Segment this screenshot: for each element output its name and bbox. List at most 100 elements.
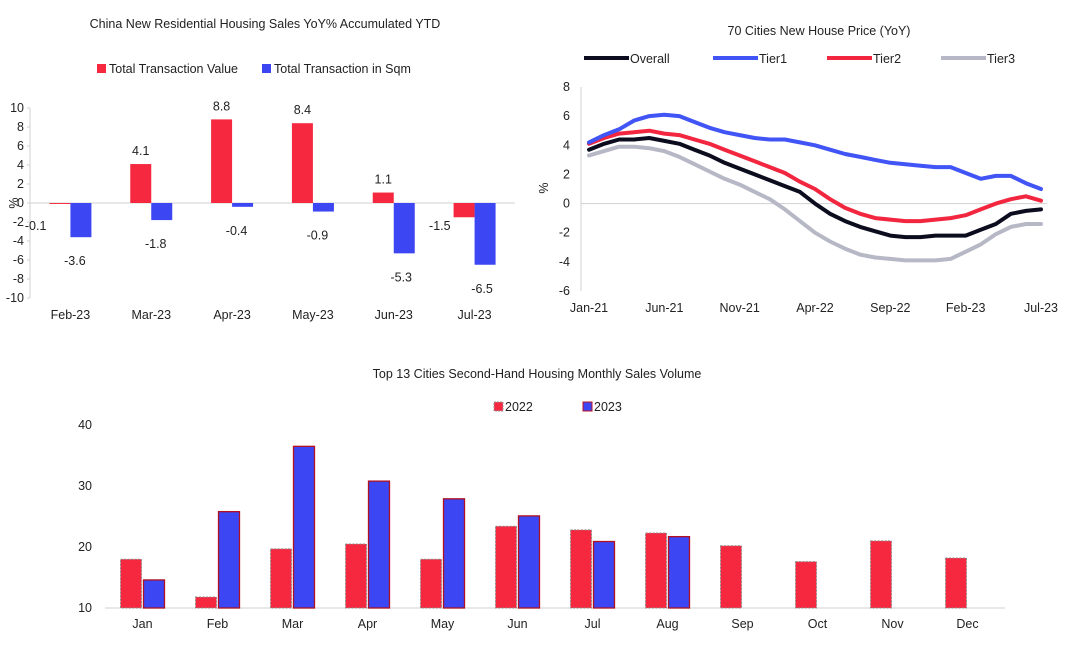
x-tick-label: Jun-21: [645, 301, 683, 315]
data-label: -1.8: [145, 237, 167, 251]
legend-label-overall: Overall: [630, 52, 670, 66]
x-tick-label: Apr-22: [796, 301, 834, 315]
data-label: 8.8: [213, 99, 230, 113]
x-tick-label: Apr-23: [213, 308, 251, 322]
y-tick-label: 4: [17, 158, 24, 172]
chart-title: China New Residential Housing Sales YoY%…: [90, 17, 441, 31]
bar-2022: [795, 561, 817, 609]
bar-2022: [945, 557, 967, 609]
x-tick-label: Aug: [656, 617, 678, 631]
y-tick-label: 10: [10, 101, 24, 115]
series-line-overall: [587, 136, 1043, 240]
bar-2022: [570, 529, 592, 609]
data-label: 1.1: [375, 173, 392, 187]
x-tick-label: Jul-23: [1024, 301, 1058, 315]
legend-swatch-2: [262, 64, 271, 73]
legend-label-2022: 2022: [505, 400, 533, 414]
x-tick-label: May-23: [292, 308, 334, 322]
bar-red: [453, 203, 475, 218]
data-label: -3.6: [64, 254, 86, 268]
bar-2022: [720, 545, 742, 609]
y-tick-label: -4: [13, 234, 24, 248]
bar-2023: [142, 579, 166, 609]
y-tick-label: 6: [563, 109, 570, 123]
y-axis-label: %: [7, 197, 21, 208]
bar-2023: [292, 445, 316, 609]
x-tick-label: Jul: [585, 617, 601, 631]
data-label: 8.4: [294, 103, 311, 117]
y-tick-label: 30: [78, 479, 92, 493]
legend-swatch-2023: [582, 401, 593, 412]
legend-label-1: Total Transaction Value: [109, 62, 238, 76]
legend-label-tier3: Tier3: [987, 52, 1015, 66]
y-tick-label: -10: [6, 291, 24, 305]
bar-2022: [120, 558, 142, 609]
legend-label-tier2: Tier2: [873, 52, 901, 66]
chart-title: 70 Cities New House Price (YoY): [728, 24, 911, 38]
y-tick-label: -2: [559, 226, 570, 240]
chart-title: Top 13 Cities Second-Hand Housing Monthl…: [373, 367, 702, 381]
second-hand-sales-volume-chart: Top 13 Cities Second-Hand Housing Monthl…: [78, 367, 1005, 631]
y-tick-label: 0: [563, 197, 570, 211]
bar-red: [211, 119, 233, 203]
y-tick-label: 0: [17, 196, 24, 210]
series-line-tier3: [587, 144, 1043, 263]
bar-red: [372, 192, 394, 203]
x-tick-label: Mar: [282, 617, 304, 631]
x-tick-label: Mar-23: [131, 308, 171, 322]
x-tick-label: May: [431, 617, 455, 631]
bar-blue: [312, 203, 334, 212]
data-label: -1.5: [429, 219, 451, 233]
data-label: -0.1: [25, 219, 47, 233]
series-line-tier1: [587, 112, 1043, 191]
x-tick-label: Nov-21: [720, 301, 760, 315]
y-tick-label: 2: [17, 177, 24, 191]
series-line-tier2: [587, 128, 1043, 224]
data-label: -0.9: [307, 229, 329, 243]
bar-2022: [645, 532, 667, 609]
x-tick-label: Sep-22: [870, 301, 910, 315]
legend-swatch-1: [97, 64, 106, 73]
y-tick-label: 40: [78, 418, 92, 432]
legend-label-2: Total Transaction in Sqm: [274, 62, 411, 76]
new-house-price-chart: 70 Cities New House Price (YoY) Overall Ti…: [537, 24, 1058, 315]
x-tick-label: Feb: [207, 617, 229, 631]
legend-label-tier1: Tier1: [759, 52, 787, 66]
y-tick-label: 8: [17, 120, 24, 134]
bar-blue: [70, 203, 92, 238]
x-tick-label: Sep: [731, 617, 753, 631]
x-tick-label: Jul-23: [458, 308, 492, 322]
bar-blue: [393, 203, 415, 254]
y-tick-label: 8: [563, 80, 570, 94]
y-tick-label: 2: [563, 167, 570, 181]
bar-2023: [217, 510, 241, 609]
legend-label-2023: 2023: [594, 400, 622, 414]
housing-sales-yoy-chart: China New Residential Housing Sales YoY%…: [6, 17, 515, 322]
y-tick-label: 6: [17, 139, 24, 153]
bar-blue: [474, 203, 496, 265]
x-tick-label: Oct: [808, 617, 828, 631]
legend-swatch-2022: [493, 401, 504, 412]
y-tick-label: 20: [78, 540, 92, 554]
bar-2023: [667, 535, 691, 609]
y-tick-label: -2: [13, 215, 24, 229]
bar-2022: [495, 525, 517, 609]
data-label: -6.5: [471, 282, 493, 296]
x-tick-label: Dec: [956, 617, 978, 631]
bar-red: [49, 203, 71, 204]
x-tick-label: Jan-21: [570, 301, 608, 315]
data-label: -0.4: [226, 224, 248, 238]
bar-2022: [345, 543, 367, 609]
x-tick-label: Jan: [132, 617, 152, 631]
y-tick-label: -6: [13, 253, 24, 267]
bar-2022: [270, 548, 292, 609]
bar-2022: [195, 596, 217, 609]
bar-red: [130, 164, 152, 203]
y-tick-label: -8: [13, 272, 24, 286]
x-tick-label: Jun: [507, 617, 527, 631]
y-tick-label: 10: [78, 601, 92, 615]
data-label: 4.1: [132, 144, 149, 158]
bar-2023: [517, 515, 541, 609]
y-tick-label: 4: [563, 138, 570, 152]
